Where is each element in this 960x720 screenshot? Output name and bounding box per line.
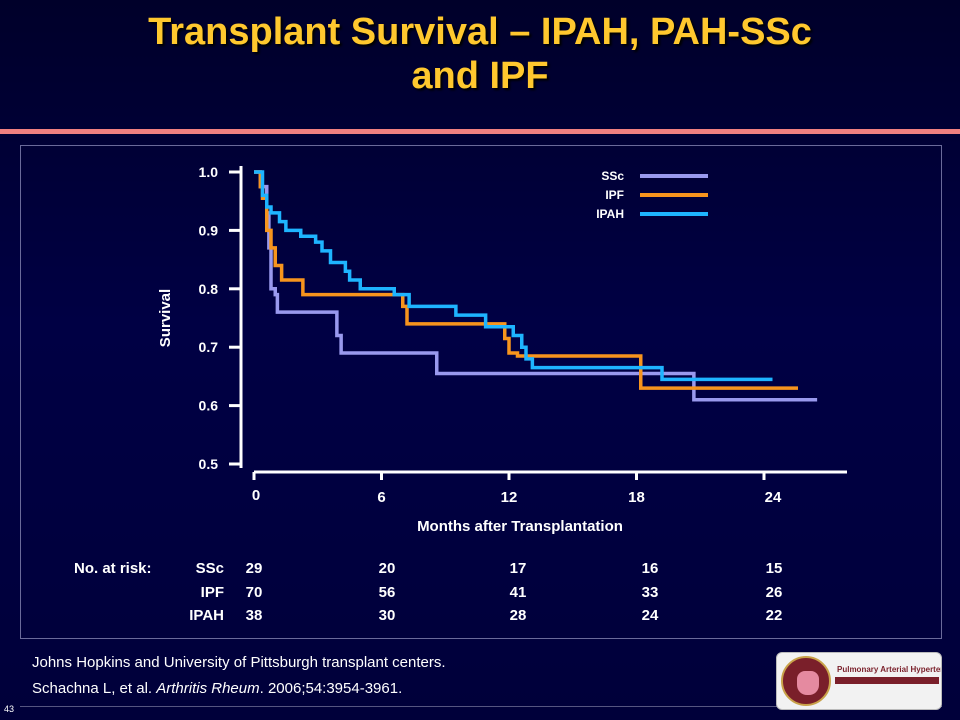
risk-table: No. at risk: SSc 29 20 17 16 15 IPF 70 56 41 33 26 IP… bbox=[74, 560, 782, 624]
risk-cell: 16 bbox=[642, 560, 659, 577]
risk-cell: 15 bbox=[766, 560, 783, 577]
y-tick-label: 0.7 bbox=[199, 339, 219, 355]
risk-cell: 22 bbox=[766, 607, 783, 624]
x-tick-label: 18 bbox=[628, 489, 645, 506]
y-tick-label: 0.9 bbox=[199, 222, 219, 238]
slide-number: 43 bbox=[4, 704, 15, 714]
title-divider bbox=[0, 129, 960, 134]
citation-journal: Arthritis Rheum bbox=[156, 680, 260, 697]
legend-label-ipf: IPF bbox=[605, 188, 624, 202]
risk-cell: 33 bbox=[642, 584, 659, 601]
chart-axes: 0.5 0.6 0.7 0.8 0.9 1.0 0 6 12 18 24 Survival Months… bbox=[157, 164, 847, 535]
x-tick-label: 12 bbox=[501, 489, 518, 506]
citation-details: . 2006;54:3954-3961. bbox=[259, 680, 403, 697]
risk-cell: 56 bbox=[379, 584, 396, 601]
reference-citation: Schachna L, et al. Arthritis Rheum. 2006… bbox=[32, 680, 402, 697]
risk-table-header: No. at risk: bbox=[74, 560, 152, 577]
risk-cell: 28 bbox=[510, 607, 527, 624]
slide-title: Transplant Survival – IPAH, PAH-SSc and … bbox=[0, 10, 960, 98]
risk-cell: 29 bbox=[246, 560, 263, 577]
y-tick-label: 1.0 bbox=[199, 164, 219, 180]
legend-label-ssc: SSc bbox=[601, 169, 624, 183]
x-tick-label: 6 bbox=[377, 489, 385, 506]
series-line-ipah bbox=[254, 170, 773, 382]
footer-divider bbox=[20, 706, 942, 707]
y-tick-label: 0.6 bbox=[199, 398, 219, 414]
x-axis-label: Months after Transplantation bbox=[417, 518, 623, 535]
series-logo: Pulmonary Arterial Hypertension bbox=[776, 652, 942, 710]
seal-icon bbox=[781, 656, 831, 706]
citation-authors: Schachna L, et al. bbox=[32, 680, 157, 697]
lungs-icon bbox=[797, 671, 819, 695]
chart-frame bbox=[20, 145, 942, 639]
risk-row-label: IPAH bbox=[189, 607, 224, 624]
y-tick-label: 0.5 bbox=[199, 456, 219, 472]
risk-cell: 20 bbox=[379, 560, 396, 577]
risk-cell: 26 bbox=[766, 584, 783, 601]
risk-cell: 24 bbox=[642, 607, 659, 624]
x-tick-label: 24 bbox=[765, 489, 782, 506]
reference-centers: Johns Hopkins and University of Pittsbur… bbox=[32, 654, 446, 671]
risk-row-label: IPF bbox=[201, 584, 224, 601]
chart-legend: SSc IPF IPAH bbox=[596, 169, 708, 221]
y-tick-label: 0.8 bbox=[199, 281, 219, 297]
chart-series bbox=[254, 170, 818, 402]
risk-row-label: SSc bbox=[196, 560, 224, 577]
slide-title-line-1: Transplant Survival – IPAH, PAH-SSc bbox=[148, 11, 812, 53]
slide-title-line-2: and IPF bbox=[411, 55, 549, 97]
x-tick-label: 0 bbox=[252, 487, 260, 504]
risk-cell: 41 bbox=[510, 584, 527, 601]
risk-cell: 70 bbox=[246, 584, 263, 601]
logo-text: Pulmonary Arterial Hypertension bbox=[837, 665, 941, 674]
risk-cell: 30 bbox=[379, 607, 396, 624]
legend-label-ipah: IPAH bbox=[596, 207, 624, 221]
risk-cell: 17 bbox=[510, 560, 527, 577]
logo-banner bbox=[835, 677, 939, 684]
series-line-ssc bbox=[254, 170, 818, 402]
risk-cell: 38 bbox=[246, 607, 263, 624]
y-axis-label: Survival bbox=[157, 289, 174, 347]
